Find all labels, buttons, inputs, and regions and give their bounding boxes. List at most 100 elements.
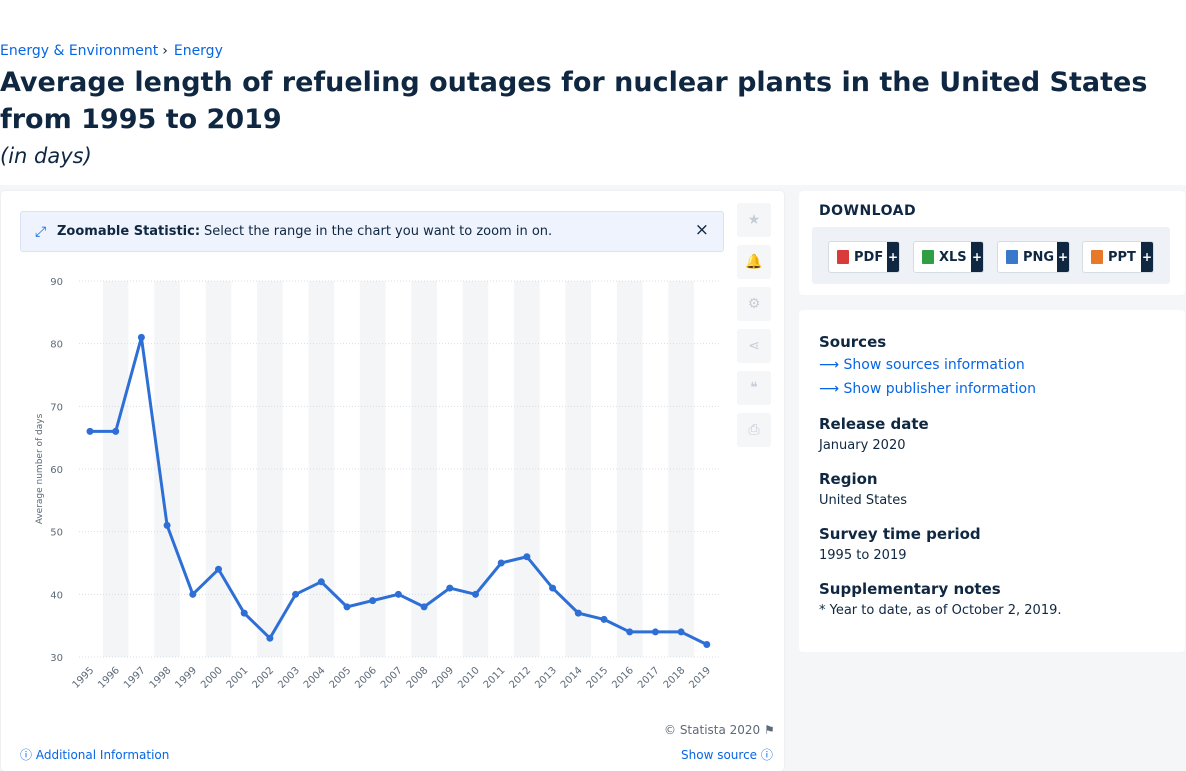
arrow-right-icon: ⟶ — [819, 357, 840, 373]
column-band — [205, 281, 232, 657]
flag-icon[interactable]: ⚑ — [764, 723, 775, 737]
supplementary-notes-value: * Year to date, as of October 2, 2019. — [819, 603, 1062, 618]
y-tick-label: 40 — [50, 590, 63, 601]
data-point — [292, 590, 300, 598]
data-point — [446, 584, 454, 592]
x-tick-label: 2012 — [507, 665, 533, 691]
zoom-banner-message: Select the range in the chart you want t… — [204, 224, 553, 239]
print-icon: ⎙ — [748, 422, 760, 438]
data-point — [703, 640, 711, 648]
page-title: Average length of refueling outages for … — [0, 67, 1148, 135]
info-icon: ⓘ — [760, 748, 773, 762]
zoom-banner-label: Zoomable Statistic: — [57, 224, 201, 239]
data-point — [266, 634, 274, 642]
breadcrumb-separator: › — [162, 43, 168, 59]
plus-icon: + — [971, 242, 983, 272]
x-tick-label: 2010 — [456, 665, 482, 691]
data-point — [523, 553, 531, 561]
x-tick-label: 2007 — [379, 665, 405, 691]
x-tick-label: 2011 — [482, 665, 508, 691]
expand-icon: ⤢ — [35, 224, 47, 240]
print-button[interactable]: ⎙ — [737, 413, 771, 447]
favorite-button[interactable]: ★ — [737, 203, 771, 237]
settings-button[interactable]: ⚙ — [737, 287, 771, 321]
x-tick-label: 2016 — [610, 665, 636, 691]
x-tick-label: 1999 — [173, 665, 199, 691]
x-tick-label: 1996 — [96, 665, 122, 691]
y-tick-label: 70 — [50, 402, 63, 413]
line-chart[interactable]: 30 40 50 60 70 80 90 Average number of days 1995… — [1, 191, 731, 711]
star-icon: ★ — [747, 212, 761, 228]
x-tick-label: 2014 — [559, 665, 585, 691]
breadcrumb-energy-environment[interactable]: Energy & Environment — [0, 43, 159, 59]
quote-icon: ❝ — [750, 380, 758, 396]
x-tick-label: 2003 — [276, 665, 302, 691]
x-tick-label: 1998 — [148, 665, 174, 691]
download-ppt-button[interactable]: PPT + — [1082, 241, 1154, 273]
download-card: DOWNLOAD PDF + XLS + PNG + PPT + — [799, 191, 1185, 295]
page-subtitle: (in days) — [0, 144, 92, 168]
x-tick-label: 2015 — [585, 665, 611, 691]
show-source-link[interactable]: Show source ⓘ — [681, 746, 773, 763]
x-tick-label: 2017 — [636, 665, 662, 691]
zoom-banner-text: Zoomable Statistic: Select the range in t… — [57, 224, 552, 239]
x-tick-label: 2008 — [405, 665, 431, 691]
data-point — [549, 584, 557, 592]
download-pdf-button[interactable]: PDF + — [828, 241, 900, 273]
copyright-text: © Statista 2020 — [664, 723, 761, 737]
data-point — [420, 603, 428, 611]
data-point — [626, 628, 634, 636]
download-xls-button[interactable]: XLS + — [913, 241, 984, 273]
gear-icon: ⚙ — [747, 296, 761, 312]
download-bar: PDF + XLS + PNG + PPT + — [812, 227, 1170, 284]
data-point — [651, 628, 659, 636]
breadcrumb-energy[interactable]: Energy — [173, 43, 223, 59]
data-point — [189, 590, 197, 598]
download-pdf-label: PDF — [854, 249, 884, 265]
xls-file-icon — [922, 250, 934, 264]
column-band — [257, 281, 283, 657]
data-point — [600, 615, 608, 623]
show-sources-link[interactable]: ⟶ Show sources information — [819, 357, 1025, 373]
breadcrumb: Energy & Environment › Energy — [0, 43, 223, 59]
x-tick-label: 2005 — [328, 665, 354, 691]
pdf-file-icon — [837, 250, 849, 264]
y-tick-label: 30 — [50, 653, 63, 664]
x-tick-label: 2018 — [662, 665, 688, 691]
x-tick-label: 2006 — [353, 665, 379, 691]
png-file-icon — [1006, 250, 1018, 264]
info-icon: ⓘ — [20, 748, 33, 762]
y-tick-label: 80 — [50, 340, 63, 351]
cite-button[interactable]: ❝ — [737, 371, 771, 405]
plus-icon: + — [887, 242, 899, 272]
chart-toolbar: ★ 🔔 ⚙ ⋖ ❝ ⎙ — [737, 203, 771, 455]
plus-icon: + — [1057, 242, 1069, 272]
arrow-right-icon: ⟶ — [819, 381, 840, 397]
show-source-label: Show source — [681, 748, 758, 762]
notification-button[interactable]: 🔔 — [737, 245, 771, 279]
additional-information-label: Additional Information — [35, 748, 170, 762]
additional-information-link[interactable]: ⓘ Additional Information — [20, 746, 169, 763]
data-point — [215, 565, 222, 573]
share-button[interactable]: ⋖ — [737, 329, 771, 363]
y-tick-label: 60 — [50, 465, 63, 476]
show-sources-label: Show sources information — [843, 357, 1025, 373]
show-publisher-link[interactable]: ⟶ Show publisher information — [819, 381, 1036, 397]
sources-heading: Sources — [819, 333, 887, 351]
download-png-label: PNG — [1023, 249, 1055, 265]
x-tick-label: 1997 — [122, 665, 148, 691]
page-header: Energy & Environment › Energy Average leng… — [0, 0, 1186, 185]
data-point — [163, 521, 171, 529]
data-point — [137, 333, 145, 341]
region-heading: Region — [819, 470, 878, 488]
download-png-button[interactable]: PNG + — [997, 241, 1070, 273]
close-icon[interactable]: × — [694, 220, 709, 240]
supplementary-notes-heading: Supplementary notes — [819, 580, 1001, 598]
column-band — [668, 281, 694, 657]
download-ppt-label: PPT — [1108, 249, 1136, 265]
x-tick-label: 2000 — [199, 665, 225, 691]
y-tick-label: 90 — [50, 277, 63, 288]
plus-icon: + — [1141, 242, 1153, 272]
data-point — [574, 609, 582, 617]
data-point — [343, 603, 351, 611]
